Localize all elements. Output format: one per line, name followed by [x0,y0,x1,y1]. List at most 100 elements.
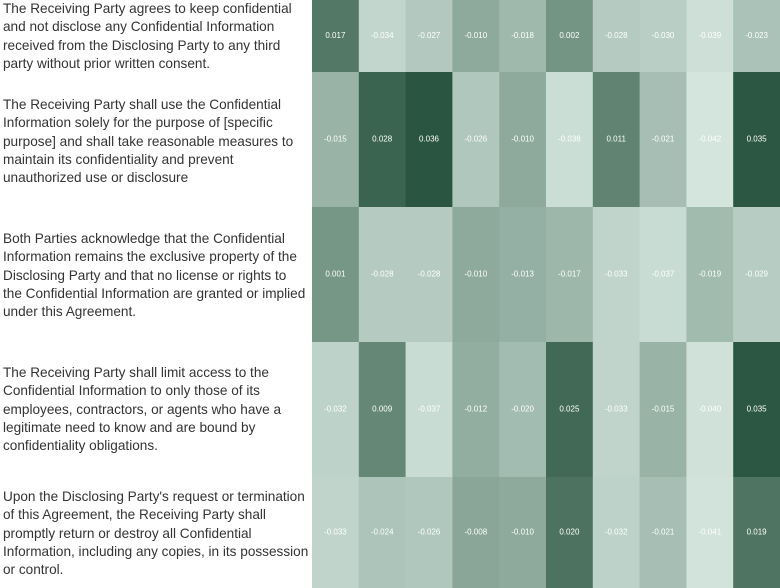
cell-label: -0.033 [324,528,347,537]
heat-cell [312,207,360,342]
heat-cell [358,477,407,588]
cell-label: -0.027 [418,31,441,40]
heat-cell [733,342,780,477]
cell-label: -0.028 [418,270,441,279]
cell-label: 0.009 [372,405,393,414]
cell-label: -0.041 [698,528,721,537]
heat-cell [592,477,641,588]
cell-label: -0.033 [605,270,628,279]
heat-cell [499,207,547,342]
cell-label: -0.029 [745,270,768,279]
cell-label: -0.037 [652,270,675,279]
cell-label: -0.021 [652,528,675,537]
cell-label: 0.036 [419,135,440,144]
heat-cell [639,0,687,72]
heat-cell [452,342,500,477]
heat-cell [686,207,734,342]
cell-label: 0.035 [747,405,768,414]
cell-label: -0.010 [464,31,487,40]
cell-label: 0.011 [606,135,626,144]
heat-cell [452,477,500,588]
heat-cell [639,342,687,477]
cell-label: -0.010 [511,135,534,144]
cell-label: -0.033 [605,405,628,414]
cell-label: -0.024 [371,528,394,537]
cell-label: -0.020 [511,405,534,414]
cell-label: -0.040 [698,405,721,414]
cell-label: -0.032 [605,528,628,537]
heat-cell [592,207,641,342]
cell-label: -0.026 [464,135,487,144]
cell-label: 0.017 [325,31,346,40]
heat-cell [639,477,687,588]
heat-cell [405,207,453,342]
row-label: The Receiving Party shall limit access t… [3,365,282,454]
heat-cell [312,342,360,477]
cell-label: -0.042 [698,135,721,144]
cell-label: -0.026 [418,528,441,537]
heat-cell [499,0,547,72]
heat-cell [639,207,687,342]
heat-cell [639,72,687,207]
cell-label: 0.002 [559,31,580,40]
cell-label: -0.012 [464,405,487,414]
heat-cell [546,342,594,477]
heat-cell [546,0,594,72]
heat-cell [452,0,500,72]
row-label: Both Parties acknowledge that the Confid… [3,231,306,320]
heat-cell [312,0,360,72]
heat-cell [312,72,360,207]
cell-label: -0.028 [371,270,394,279]
heat-cell [733,0,780,72]
heat-cell [733,207,780,342]
heat-cell [312,477,360,588]
heat-cell [499,72,547,207]
cell-label: -0.018 [511,31,534,40]
cell-label: -0.015 [324,135,347,144]
heat-cell [405,72,453,207]
heat-cell [405,477,453,588]
cell-label: 0.001 [325,270,346,279]
heat-cell [592,72,641,207]
cell-label: -0.021 [652,135,675,144]
heat-cell [358,342,407,477]
heat-cell [686,342,734,477]
heat-cell [546,72,594,207]
heat-cell [686,0,734,72]
cell-label: -0.038 [558,135,581,144]
cell-label: -0.008 [464,528,487,537]
cell-label: -0.034 [371,31,394,40]
heat-cell [405,342,453,477]
heat-cell [358,72,407,207]
heat-cell [499,342,547,477]
cell-label: -0.030 [652,31,675,40]
cell-label: -0.039 [698,31,721,40]
heat-cell [733,477,780,588]
heat-cell [499,477,547,588]
heat-cell [546,207,594,342]
cell-label: -0.028 [605,31,628,40]
heat-cell [452,72,500,207]
heat-cell [546,477,594,588]
heat-cell [405,0,453,72]
cell-label: 0.035 [747,135,768,144]
cell-label: -0.032 [324,405,347,414]
heat-cell [733,72,780,207]
row-label: Upon the Disclosing Party's request or t… [3,489,309,578]
heat-cell [592,0,641,72]
cell-label: 0.020 [559,528,580,537]
cell-label: -0.010 [511,528,534,537]
heat-cell [686,477,734,588]
cell-label: 0.025 [559,405,580,414]
cell-label: -0.037 [418,405,441,414]
heat-cell [592,342,641,477]
cell-label: -0.017 [558,270,581,279]
cell-label: -0.019 [698,270,721,279]
cell-label: 0.028 [372,135,393,144]
heat-cell [358,207,407,342]
cell-label: -0.013 [511,270,534,279]
heat-cell [686,72,734,207]
heat-cell [452,207,500,342]
